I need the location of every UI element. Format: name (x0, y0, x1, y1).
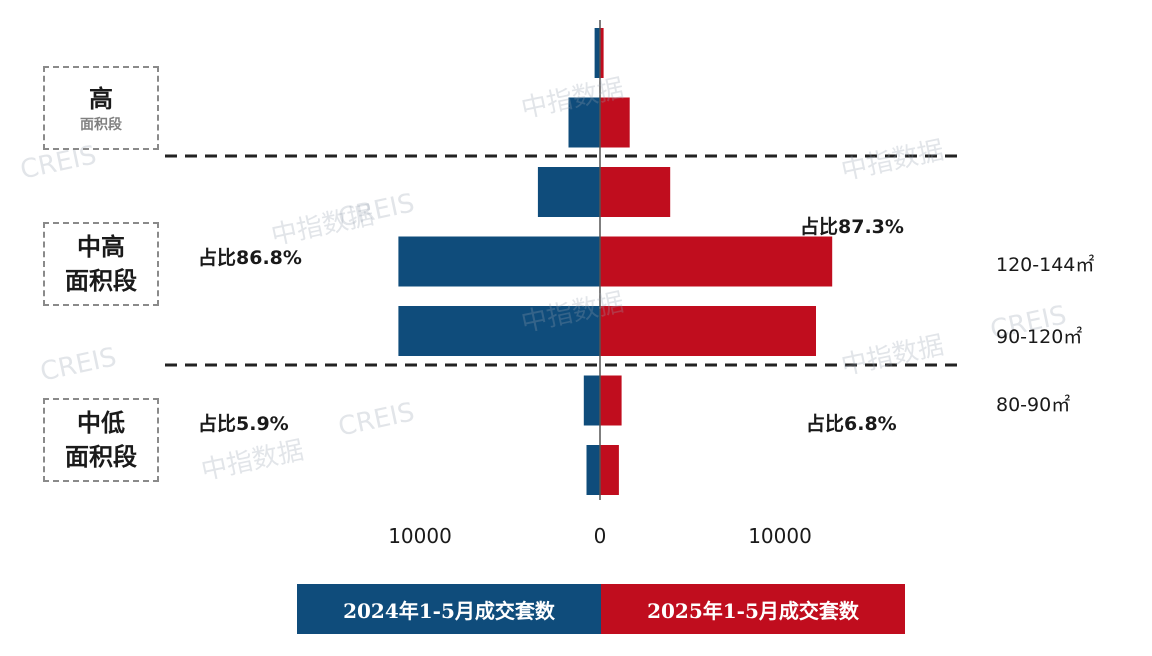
bar-2024 (586, 445, 600, 495)
bar-2024 (594, 28, 600, 78)
bar-2025 (600, 97, 630, 148)
legend-item-2024: 2024年1-5月成交套数 (297, 584, 601, 634)
segment-box-high: 高 面积段 (43, 66, 159, 150)
segment-box-mid-low: 中低 面积段 (43, 398, 159, 482)
bar-2024 (398, 236, 600, 287)
bar-2025 (600, 306, 816, 356)
share-label-2024-mid-low: 占比5.9% (198, 413, 289, 435)
bar-2025 (600, 445, 619, 495)
segment-label: 中低 (77, 409, 125, 437)
segment-label: 中高 (77, 233, 125, 261)
bar-2024 (568, 97, 600, 148)
bar-2025 (600, 28, 604, 78)
share-label-2025-mid-high: 占比87.3% (800, 216, 904, 238)
x-tick-label: 0 (594, 524, 607, 548)
x-tick-label: 10000 (388, 524, 452, 548)
bar-2024 (583, 375, 600, 426)
legend-item-2025: 2025年1-5月成交套数 (601, 584, 905, 634)
share-label-2025-mid-low: 占比6.8% (806, 413, 897, 435)
bar-2025 (600, 236, 833, 287)
legend: 2024年1-5月成交套数 2025年1-5月成交套数 (297, 584, 905, 634)
share-label-2024-mid-high: 占比86.8% (198, 247, 302, 269)
category-label: 120-144㎡ (996, 254, 1095, 276)
segment-label: 面积段 (80, 117, 122, 133)
bar-2024 (398, 306, 600, 356)
bar-2025 (600, 375, 622, 426)
x-tick-label: 10000 (748, 524, 812, 548)
segment-label: 面积段 (65, 443, 137, 471)
segment-box-mid-high: 中高 面积段 (43, 222, 159, 306)
segment-label: 面积段 (65, 267, 137, 295)
bar-2025 (600, 167, 671, 217)
category-label: 90-120㎡ (996, 326, 1083, 348)
bar-2024 (537, 167, 600, 217)
category-label: 80-90㎡ (996, 394, 1071, 416)
segment-label: 高 (89, 85, 113, 113)
